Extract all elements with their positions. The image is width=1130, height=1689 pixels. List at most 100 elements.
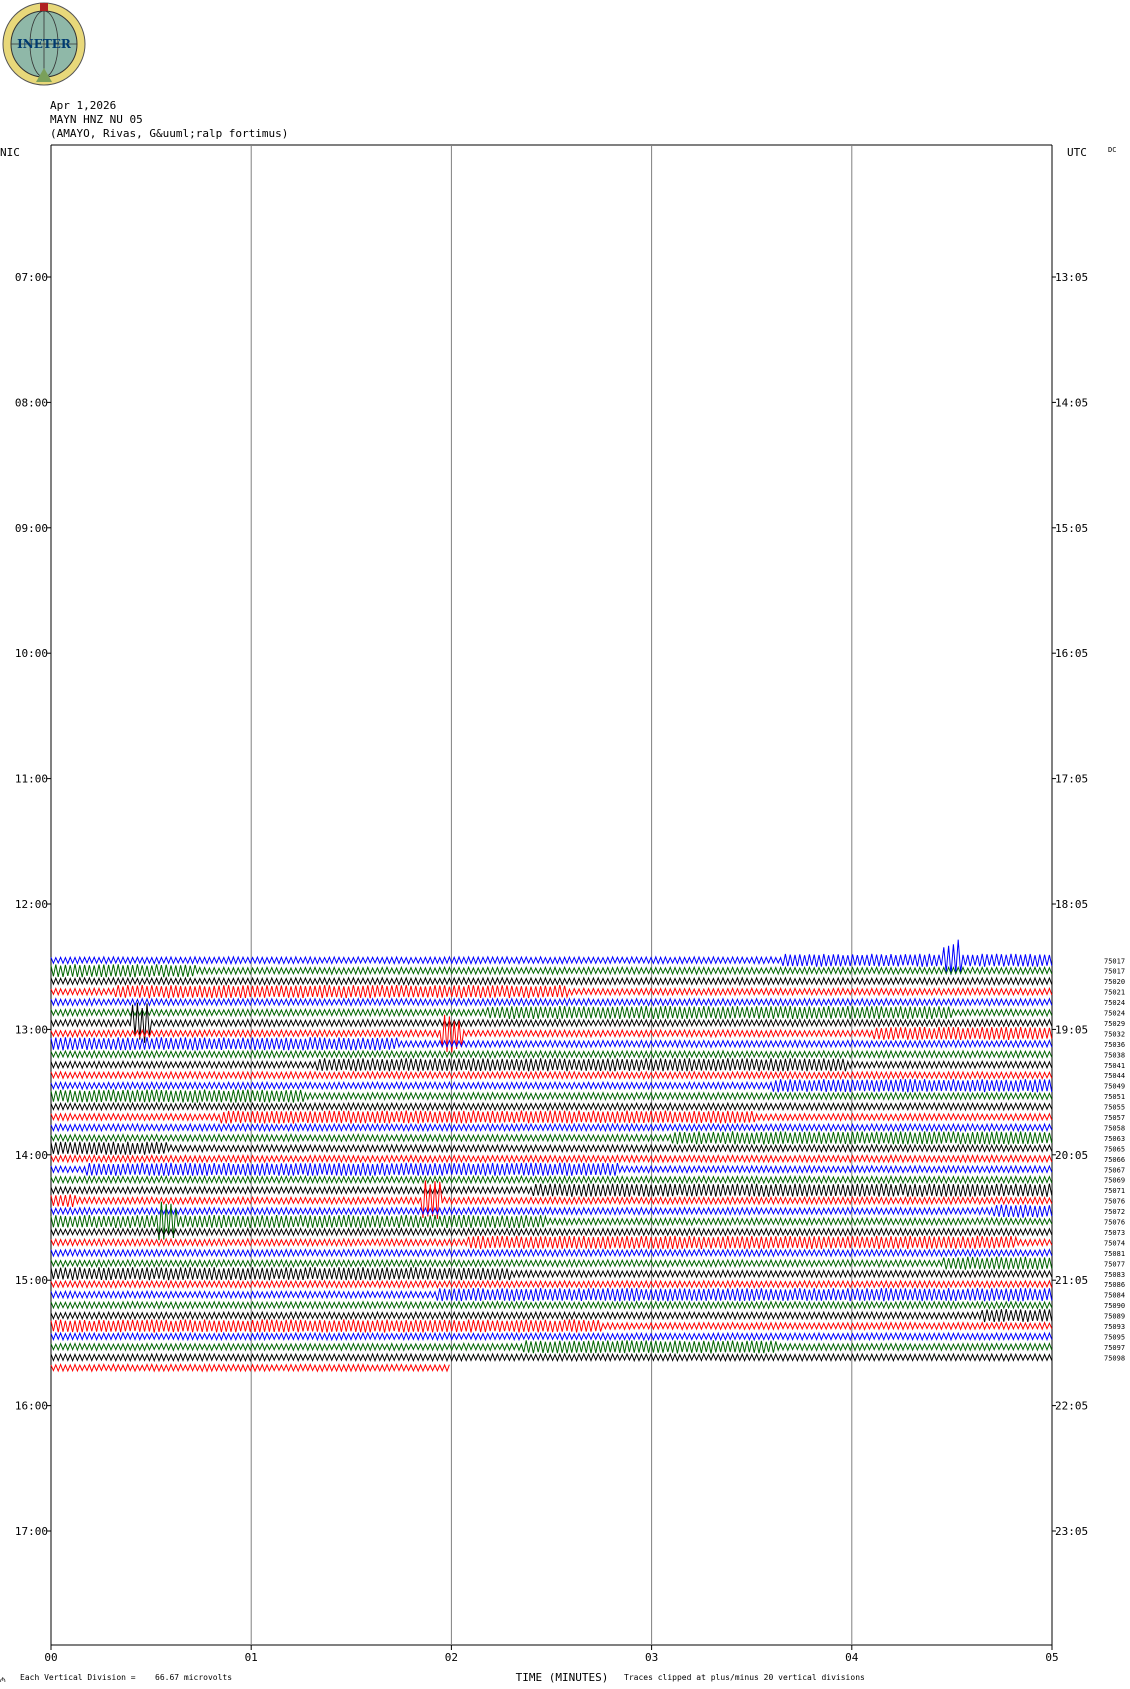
x-tick-label: 05 bbox=[1045, 1651, 1058, 1664]
trace-id-label: 75076 bbox=[1104, 1198, 1125, 1206]
trace-line-116 bbox=[50, 1362, 450, 1373]
axis-labels: 00 01 02 03 04 05 07:00 08:00 09:00 10:00 11:00 12:… bbox=[15, 271, 1125, 1664]
trace-id-label: 75044 bbox=[1104, 1072, 1125, 1080]
trace-id-label: 75076 bbox=[1104, 1219, 1125, 1227]
trace-line-90 bbox=[50, 1089, 1053, 1103]
trace-id-label: 75095 bbox=[1104, 1333, 1125, 1341]
trace-id-label: 75032 bbox=[1104, 1030, 1125, 1038]
left-time-label: 14:00 bbox=[15, 1149, 48, 1162]
right-time-label: 17:05 bbox=[1055, 773, 1088, 786]
trace-line-103 bbox=[50, 1227, 1053, 1237]
trace-id-label: 75071 bbox=[1104, 1187, 1125, 1195]
footer-left: Each Vertical Division = bbox=[20, 1673, 136, 1682]
right-time-label: 21:05 bbox=[1055, 1274, 1088, 1287]
trace-line-96 bbox=[50, 1153, 1053, 1164]
trace-id-label: 75069 bbox=[1104, 1177, 1125, 1185]
trace-line-98 bbox=[50, 1174, 1053, 1185]
trace-line-78 bbox=[50, 964, 1053, 978]
x-tick-label: 03 bbox=[645, 1651, 658, 1664]
trace-line-108 bbox=[50, 1279, 1053, 1290]
left-time-label: 11:00 bbox=[15, 773, 48, 786]
trace-line-101 bbox=[50, 1204, 1053, 1218]
trace-line-79 bbox=[50, 976, 1053, 986]
grid bbox=[47, 144, 1056, 1650]
trace-line-113 bbox=[50, 1331, 1053, 1342]
trace-line-85 bbox=[50, 1037, 1053, 1051]
left-time-label: 15:00 bbox=[15, 1274, 48, 1287]
trace-line-82 bbox=[50, 1005, 1053, 1020]
right-time-label: 20:05 bbox=[1055, 1149, 1088, 1162]
trace-line-83 bbox=[50, 1002, 1053, 1043]
svg-text:₼: ₼ bbox=[0, 1676, 6, 1684]
logo-text: INETER bbox=[17, 37, 72, 51]
trace-line-88 bbox=[50, 1070, 1053, 1081]
right-time-label: 15:05 bbox=[1055, 522, 1088, 535]
trace-line-115 bbox=[50, 1352, 1053, 1363]
trace-line-100 bbox=[50, 1180, 1053, 1219]
trace-id-label: 75086 bbox=[1104, 1281, 1125, 1289]
trace-line-94 bbox=[50, 1131, 1053, 1145]
trace-line-86 bbox=[50, 1049, 1053, 1060]
x-tick-label: 00 bbox=[44, 1651, 57, 1664]
trace-id-label: 75024 bbox=[1104, 999, 1125, 1007]
trace-id-label: 75024 bbox=[1104, 1010, 1125, 1018]
trace-line-102 bbox=[50, 1201, 1053, 1241]
trace-line-77 bbox=[50, 939, 1053, 975]
location-label: (AMAYO, Rivas, G&uuml;ralp fortimus) bbox=[50, 127, 289, 140]
x-tick-label: 02 bbox=[445, 1651, 458, 1664]
right-time-label: 14:05 bbox=[1055, 396, 1088, 409]
trace-id-label: 75041 bbox=[1104, 1062, 1125, 1070]
left-time-label: 07:00 bbox=[15, 271, 48, 284]
trace-line-84 bbox=[50, 1014, 1053, 1053]
right-time-label: 18:05 bbox=[1055, 898, 1088, 911]
date-label: Apr 1,2026 bbox=[50, 99, 117, 112]
left-time-label: 16:00 bbox=[15, 1400, 48, 1413]
x-tick-label: 01 bbox=[245, 1651, 258, 1664]
ineter-logo: INETER bbox=[2, 2, 86, 86]
left-time-label: 17:00 bbox=[15, 1525, 48, 1538]
trace-id-label: 75097 bbox=[1104, 1344, 1125, 1352]
left-time-label: 12:00 bbox=[15, 898, 48, 911]
trace-id-label: 75065 bbox=[1104, 1145, 1125, 1153]
trace-line-89 bbox=[50, 1079, 1053, 1093]
trace-line-93 bbox=[50, 1122, 1053, 1133]
left-time-label: 08:00 bbox=[15, 396, 48, 409]
trace-line-105 bbox=[50, 1248, 1053, 1258]
x-axis-title: TIME (MINUTES) bbox=[516, 1671, 609, 1684]
left-time-label: 10:00 bbox=[15, 647, 48, 660]
trace-id-label: 75017 bbox=[1104, 957, 1125, 965]
trace-id-label: 75077 bbox=[1104, 1260, 1125, 1268]
trace-line-95 bbox=[50, 1141, 1053, 1155]
trace-line-91 bbox=[50, 1101, 1053, 1112]
right-time-label: 19:05 bbox=[1055, 1023, 1088, 1036]
trace-id-label: 75021 bbox=[1104, 989, 1125, 997]
station-label: MAYN HNZ NU 05 bbox=[50, 113, 143, 126]
trace-id-label: 75089 bbox=[1104, 1313, 1125, 1321]
left-time-label: 13:00 bbox=[15, 1023, 48, 1036]
trace-line-87 bbox=[50, 1058, 1053, 1072]
trace-line-99 bbox=[50, 1183, 1053, 1197]
trace-id-label: 75063 bbox=[1104, 1135, 1125, 1143]
trace-line-112 bbox=[50, 1319, 1053, 1333]
trace-id-label: 75051 bbox=[1104, 1093, 1125, 1101]
right-time-label: 13:05 bbox=[1055, 271, 1088, 284]
trace-line-114 bbox=[50, 1340, 1053, 1354]
trace-line-110 bbox=[50, 1300, 1053, 1310]
trace-id-label: 75057 bbox=[1104, 1114, 1125, 1122]
trace-line-80 bbox=[50, 984, 1053, 999]
trace-id-label: 75066 bbox=[1104, 1156, 1125, 1164]
trace-id-label: 75058 bbox=[1104, 1124, 1125, 1132]
trace-id-label: 75083 bbox=[1104, 1271, 1125, 1279]
trace-line-92 bbox=[50, 1110, 1053, 1124]
trace-line-111 bbox=[50, 1308, 1053, 1323]
trace-id-label: 75067 bbox=[1104, 1166, 1125, 1174]
right-time-label: 22:05 bbox=[1055, 1400, 1088, 1413]
trace-id-label: 75090 bbox=[1104, 1302, 1125, 1310]
trace-line-81 bbox=[50, 997, 1053, 1007]
x-tick-label: 04 bbox=[845, 1651, 859, 1664]
trace-id-label: 75049 bbox=[1104, 1083, 1125, 1091]
trace-id-label: 75017 bbox=[1104, 968, 1125, 976]
trace-id-label: 75084 bbox=[1104, 1292, 1125, 1300]
footer-right: Traces clipped at plus/minus 20 vertical… bbox=[624, 1673, 865, 1682]
